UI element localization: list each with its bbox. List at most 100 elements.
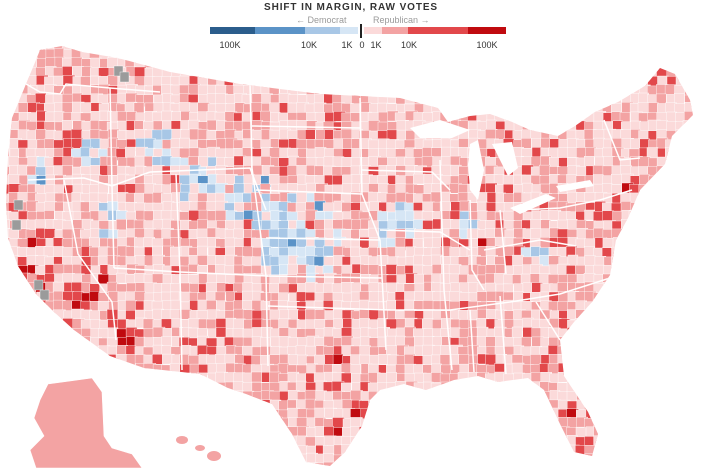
county-cell <box>655 391 668 403</box>
legend-zero-divider <box>360 24 362 38</box>
county-cell <box>216 391 229 403</box>
county-cell <box>675 281 687 293</box>
county-cell <box>323 461 336 466</box>
county-cell <box>621 373 633 386</box>
county-cell <box>216 408 228 420</box>
county-cell <box>404 67 416 80</box>
county-cell <box>44 138 55 150</box>
county-cell <box>630 462 641 466</box>
county-cell <box>360 66 372 77</box>
county-cell <box>513 381 525 394</box>
county-cell <box>657 453 670 466</box>
county-cell <box>467 309 478 321</box>
alaska-shape <box>29 377 143 468</box>
county-cell <box>458 67 472 80</box>
county-cell <box>269 76 281 87</box>
county-cell <box>612 283 624 296</box>
county-cell <box>35 328 46 341</box>
county-cell <box>125 434 136 446</box>
county-cell <box>414 67 426 80</box>
county-cell <box>648 192 660 204</box>
county-cell <box>540 137 551 149</box>
county-cell <box>692 228 693 239</box>
county-cell <box>268 84 280 95</box>
border-mt-wy <box>149 167 267 211</box>
county-cell <box>639 399 652 412</box>
county-cell <box>422 399 434 412</box>
county-cell <box>144 454 155 466</box>
legend-swatch-rep-pale <box>364 27 382 34</box>
county-cell <box>666 237 678 250</box>
county-cell <box>692 256 693 268</box>
county-cell <box>323 49 336 60</box>
county-cell <box>467 57 479 69</box>
county-cell <box>675 436 687 449</box>
county-cell <box>494 444 506 458</box>
county-cell <box>8 391 19 403</box>
county-cell <box>684 74 693 88</box>
county-cell <box>638 184 651 195</box>
county-cell <box>656 463 668 466</box>
county-cell <box>521 47 532 60</box>
county-cell <box>675 183 689 196</box>
county-cell <box>530 102 543 114</box>
county-cell <box>395 391 408 402</box>
county-cell <box>6 328 12 339</box>
county-cell <box>215 427 227 440</box>
county-cell <box>360 463 373 466</box>
county-cell <box>98 354 110 367</box>
county-cell <box>359 318 370 329</box>
county-cell <box>333 454 344 466</box>
county-cell <box>404 462 416 466</box>
county-cell <box>548 445 560 457</box>
county-cell <box>611 47 622 60</box>
county-cell <box>125 427 139 439</box>
county-cell <box>611 184 622 195</box>
county-cell <box>629 219 640 232</box>
county-cell <box>584 317 597 330</box>
lake-erie <box>510 194 556 214</box>
county-cell <box>395 49 408 63</box>
county-cell <box>665 183 678 195</box>
county-cell <box>666 121 677 132</box>
county-cell <box>639 254 651 267</box>
county-cell <box>468 399 479 411</box>
county-cell <box>503 417 515 429</box>
county-cell <box>72 46 85 51</box>
county-cell <box>630 246 643 258</box>
county-cell <box>594 336 607 349</box>
county-cell <box>647 256 660 267</box>
county-cell <box>135 399 147 412</box>
county-cell <box>494 381 508 392</box>
county-cell <box>169 426 183 437</box>
county-cell <box>629 337 641 348</box>
county-cell <box>621 264 634 277</box>
county-cell <box>621 309 634 321</box>
county-cell <box>233 435 246 446</box>
county-cell <box>675 202 688 214</box>
county-cell <box>647 418 658 432</box>
county-cell <box>530 381 541 393</box>
county-cell <box>530 75 543 87</box>
county-cell <box>657 210 670 224</box>
county-cell <box>360 57 372 70</box>
county-cell <box>314 309 326 320</box>
county-cell <box>612 409 624 423</box>
county-cell <box>18 49 29 61</box>
county-cell <box>6 300 12 313</box>
county-cell <box>585 462 597 466</box>
county-cell <box>647 246 659 259</box>
county-cell <box>567 102 580 113</box>
county-cell <box>675 319 686 331</box>
county-cell <box>666 48 678 62</box>
county-cell <box>637 229 651 240</box>
county-cell <box>476 49 489 62</box>
county-cell <box>567 327 580 338</box>
county-cell <box>692 103 693 115</box>
county-cell <box>232 399 245 411</box>
legend-tick: 0 <box>359 40 365 50</box>
county-cell <box>459 93 472 106</box>
county-cell <box>151 46 163 50</box>
county-cell <box>459 382 471 394</box>
county-cell <box>297 83 308 95</box>
